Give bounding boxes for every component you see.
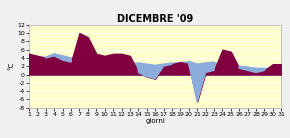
Y-axis label: °C: °C (8, 62, 14, 70)
X-axis label: giorni: giorni (145, 118, 165, 124)
Title: DICEMBRE '09: DICEMBRE '09 (117, 14, 193, 24)
